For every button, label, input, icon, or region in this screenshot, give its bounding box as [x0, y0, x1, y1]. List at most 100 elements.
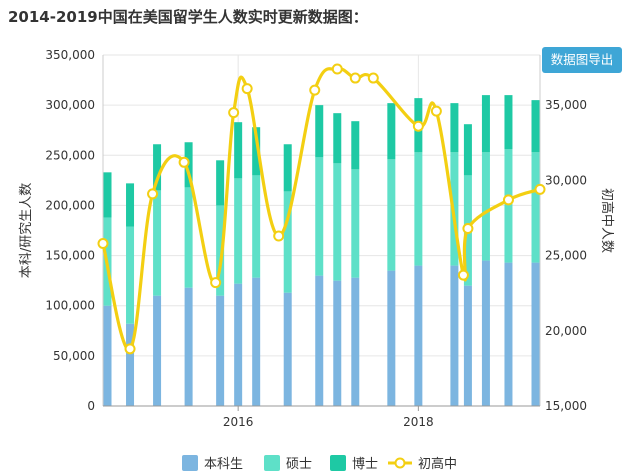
undergrad-bar[interactable]	[333, 280, 342, 406]
y2-tick-label: 30,000	[545, 173, 587, 187]
highschool-point[interactable]	[124, 343, 136, 355]
highschool-point[interactable]	[97, 238, 109, 250]
phd-bar[interactable]	[333, 113, 342, 164]
master-bar[interactable]	[351, 169, 360, 278]
x-tick-label: 2016	[223, 415, 254, 429]
phd-bar[interactable]	[126, 183, 135, 227]
master-bar[interactable]	[414, 152, 423, 266]
legend-swatch	[182, 455, 198, 471]
highschool-point[interactable]	[178, 156, 190, 168]
phd-bar[interactable]	[531, 100, 540, 153]
phd-bar[interactable]	[103, 172, 112, 218]
undergrad-bar[interactable]	[463, 285, 472, 406]
legend-highschool[interactable]: 初高中	[388, 456, 457, 472]
phd-bar[interactable]	[450, 103, 459, 153]
phd-bar[interactable]	[216, 160, 225, 206]
axes: 0 50,000 100,000 150,000 200,000 250,000 300,0…	[19, 48, 615, 429]
y2-axis-label: 初高中人数	[599, 188, 615, 253]
legend-label: 博士	[352, 457, 378, 472]
legend-phd[interactable]: 博士	[330, 455, 378, 472]
y2-tick-label: 35,000	[545, 98, 587, 112]
master-bar[interactable]	[333, 163, 342, 281]
x-tick-label: 2018	[403, 415, 434, 429]
undergrad-bar[interactable]	[153, 295, 162, 406]
undergrad-bar[interactable]	[315, 275, 324, 406]
phd-bar[interactable]	[315, 105, 324, 158]
y-tick-label: 350,000	[45, 48, 95, 62]
highschool-line	[97, 63, 546, 355]
highschool-point[interactable]	[147, 188, 159, 200]
master-bar[interactable]	[531, 152, 540, 263]
undergrad-bar[interactable]	[216, 295, 225, 406]
master-bar[interactable]	[481, 152, 490, 261]
legend-label: 初高中	[418, 456, 457, 472]
y-tick-label: 300,000	[45, 98, 95, 112]
y-axis-label: 本科/研究生人数	[19, 183, 34, 278]
highschool-line-path	[101, 67, 541, 351]
master-bar[interactable]	[387, 159, 396, 271]
highschool-point[interactable]	[367, 72, 379, 84]
legend-swatch	[264, 455, 280, 471]
highschool-point[interactable]	[210, 277, 222, 289]
undergrad-bar[interactable]	[450, 265, 459, 406]
undergrad-bar[interactable]	[531, 262, 540, 406]
undergrad-bar[interactable]	[126, 323, 135, 406]
highschool-point[interactable]	[502, 194, 514, 206]
highschool-point[interactable]	[430, 105, 442, 117]
phd-bar[interactable]	[252, 127, 261, 176]
undergrad-bar[interactable]	[103, 305, 112, 406]
undergrad-bar[interactable]	[504, 262, 513, 406]
undergrad-bar[interactable]	[414, 265, 423, 406]
y-tick-label: 200,000	[45, 198, 95, 212]
phd-bar[interactable]	[283, 144, 292, 192]
highschool-point[interactable]	[273, 230, 285, 242]
y-tick-label: 0	[87, 399, 95, 413]
master-bar[interactable]	[153, 190, 162, 296]
master-bar[interactable]	[216, 205, 225, 296]
master-bar[interactable]	[283, 191, 292, 293]
highschool-point[interactable]	[331, 63, 343, 75]
y2-tick-label: 25,000	[545, 249, 587, 263]
y-tick-label: 100,000	[45, 299, 95, 313]
undergrad-bar[interactable]	[184, 287, 193, 406]
phd-bar[interactable]	[153, 144, 162, 191]
legend-swatch	[330, 455, 346, 471]
phd-bar[interactable]	[463, 124, 472, 176]
master-bar[interactable]	[184, 187, 193, 288]
y-tick-label: 150,000	[45, 249, 95, 263]
phd-bar[interactable]	[387, 103, 396, 160]
highschool-point[interactable]	[534, 183, 546, 195]
chart-title: 2014-2019中国在美国留学生人数实时更新数据图：	[8, 8, 368, 26]
phd-bar[interactable]	[504, 95, 513, 150]
highschool-point[interactable]	[228, 107, 240, 119]
y-tick-label: 50,000	[53, 349, 95, 363]
phd-bar[interactable]	[234, 122, 243, 179]
master-bar[interactable]	[252, 175, 261, 278]
legend-master[interactable]: 硕士	[264, 455, 312, 472]
highschool-point[interactable]	[241, 83, 253, 95]
highschool-point[interactable]	[349, 72, 361, 84]
undergrad-bar[interactable]	[351, 277, 360, 406]
master-bar[interactable]	[315, 157, 324, 276]
legend-swatch-point	[394, 457, 406, 469]
phd-bar[interactable]	[351, 121, 360, 170]
legend-undergrad[interactable]: 本科生	[182, 455, 243, 472]
highschool-point[interactable]	[462, 222, 474, 234]
legend-label: 硕士	[286, 457, 312, 472]
master-bar[interactable]	[450, 152, 459, 266]
highschool-point[interactable]	[309, 84, 321, 96]
undergrad-bar[interactable]	[234, 283, 243, 406]
highschool-point[interactable]	[412, 120, 424, 132]
undergrad-bar[interactable]	[481, 260, 490, 406]
undergrad-bar[interactable]	[387, 270, 396, 406]
master-bar[interactable]	[126, 226, 135, 324]
master-bar[interactable]	[234, 178, 243, 284]
master-bar[interactable]	[504, 149, 513, 263]
undergrad-bar[interactable]	[252, 277, 261, 406]
undergrad-bar[interactable]	[283, 292, 292, 406]
export-chart-button[interactable]: 数据图导出	[542, 47, 622, 73]
highschool-point[interactable]	[457, 269, 469, 281]
legend: 本科生 硕士 博士 初高中	[182, 455, 457, 472]
phd-bar[interactable]	[481, 95, 490, 153]
